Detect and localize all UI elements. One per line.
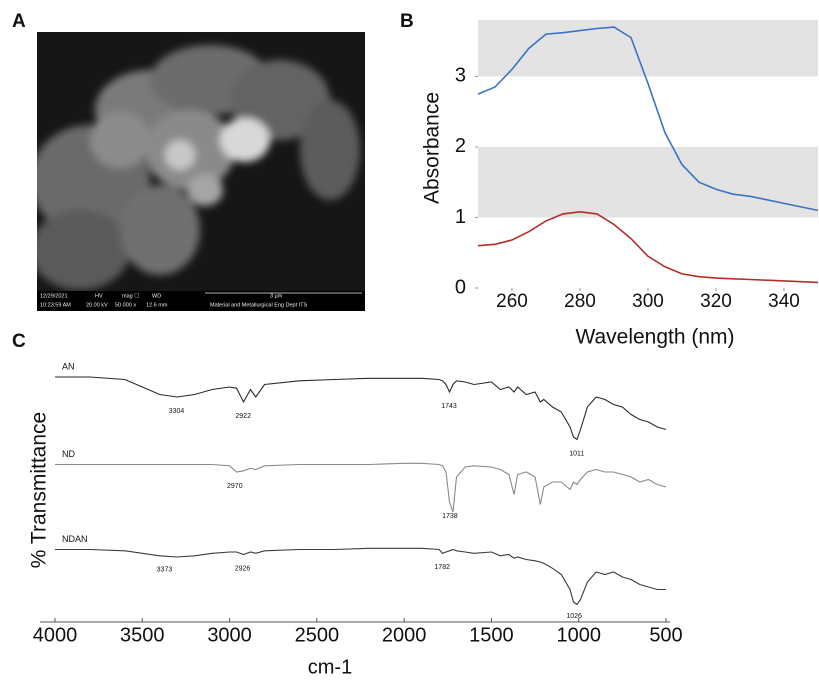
- sem-info-bar: [37, 291, 365, 292]
- spectrum-line: [55, 376, 667, 441]
- series-label: ND: [62, 449, 75, 459]
- peak-label: 2926: [235, 565, 251, 572]
- x-tick-label: 320: [700, 291, 732, 312]
- x-tick-label: 3000: [207, 624, 252, 646]
- x-tick-label: 1500: [469, 624, 514, 646]
- sem-info-text: WD: [152, 293, 161, 299]
- x-tick-label: 260: [496, 291, 528, 312]
- x-tick-label: 280: [564, 291, 596, 312]
- peak-label: 3304: [169, 408, 185, 415]
- data-line: [478, 26, 818, 212]
- sem-image: [37, 32, 365, 292]
- x-tick-label: 500: [649, 624, 682, 646]
- x-tick-label: 300: [632, 291, 664, 312]
- panel-label: B: [400, 11, 414, 32]
- x-axis-label: Wavelength (nm): [575, 326, 734, 349]
- spectrum-line: [55, 547, 666, 606]
- peak-label: 1026: [566, 613, 582, 620]
- y-tick-label: 3: [455, 65, 466, 87]
- sem-info-text: 12.6 mm: [146, 302, 168, 308]
- grid-band: [478, 20, 818, 77]
- spectrum-line: [55, 462, 667, 513]
- sem-info-text: 20.00 kV: [86, 302, 108, 308]
- series-label: NDAN: [62, 534, 88, 544]
- sem-info-text: mag ☐: [122, 292, 139, 299]
- sem-info-text: Material and Metallurgical Eng Dept ITS: [210, 302, 308, 308]
- x-tick-label: 2000: [382, 624, 427, 646]
- x-tick-label: 1000: [556, 624, 601, 646]
- peak-label: 3373: [157, 567, 173, 574]
- data-line: [478, 210, 818, 284]
- sem-info-text: 10:23:59 AM: [40, 302, 71, 308]
- y-tick-label: 0: [455, 276, 466, 298]
- sem-info-text: HV: [95, 293, 103, 299]
- y-axis-label: Absorbance: [421, 92, 444, 204]
- sem-particles: [37, 45, 360, 290]
- x-axis-label: cm-1: [308, 656, 352, 678]
- x-tick-label: 3500: [120, 624, 165, 646]
- peak-label: 1743: [441, 403, 457, 410]
- y-tick-label: 1: [455, 206, 466, 228]
- x-tick-label: 4000: [33, 624, 78, 646]
- sem-info-text: 50 000 x: [115, 302, 136, 308]
- sem-info-bar: [37, 292, 365, 311]
- peak-label: 1011: [569, 450, 584, 457]
- peak-label: 2970: [227, 483, 243, 490]
- peak-label: 1738: [442, 513, 458, 520]
- sem-info-text: 3 μm: [270, 293, 283, 299]
- grid-band: [478, 146, 818, 218]
- panel-label: A: [12, 11, 26, 32]
- x-tick-label: 340: [768, 291, 800, 312]
- x-tick-label: 2500: [295, 624, 340, 646]
- sem-info-text: 12/29/2021: [40, 293, 68, 299]
- panel-label: C: [12, 331, 26, 352]
- peak-label: 1782: [434, 564, 450, 571]
- y-tick-label: 2: [455, 135, 466, 157]
- y-axis-label: % Transmittance: [28, 412, 51, 568]
- series-label: AN: [62, 361, 75, 371]
- peak-label: 2922: [235, 413, 251, 420]
